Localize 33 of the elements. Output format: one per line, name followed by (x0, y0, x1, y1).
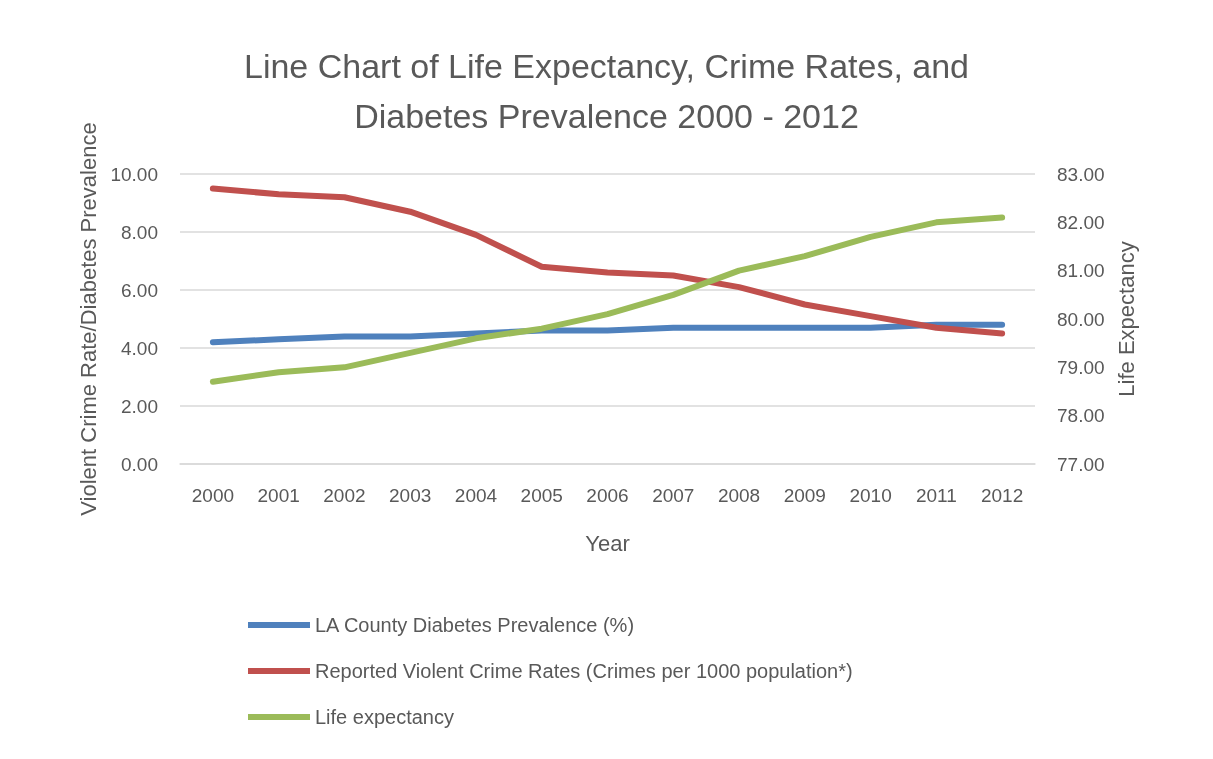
x-tick-label: 2009 (783, 485, 826, 506)
legend-label: LA County Diabetes Prevalence (%) (315, 614, 635, 636)
x-tick-label: 2002 (323, 485, 366, 506)
x-tick-label: 2001 (257, 485, 300, 506)
chart-title: Line Chart of Life Expectancy, Crime Rates, and Diabetes Prevalence 2000 - 2012 (243, 47, 970, 135)
y-tick-label: 0.00 (121, 453, 158, 475)
x-tick-label: 2005 (520, 485, 563, 506)
x-tick-label: 2012 (980, 485, 1024, 506)
y2-tick-label: 83.00 (1057, 163, 1105, 185)
y-tick-label: 10.00 (110, 163, 158, 185)
x-tick-label: 2007 (652, 485, 695, 506)
x-tick-label: 2008 (717, 485, 761, 506)
y-tick-label: 6.00 (121, 279, 158, 301)
y2-tick-label: 78.00 (1057, 405, 1105, 427)
x-tick-label: 2000 (191, 485, 235, 506)
y-tick-label: 2.00 (121, 395, 158, 417)
y2-axis-title: Life Expectancy (1113, 241, 1139, 397)
y2-tick-label: 81.00 (1057, 260, 1105, 282)
y2-tick-label: 80.00 (1057, 308, 1105, 330)
x-tick-label: 2011 (915, 485, 957, 506)
x-tick-label: 2010 (849, 485, 892, 506)
y-tick-label: 4.00 (121, 337, 158, 359)
y2-tick-label: 77.00 (1057, 453, 1105, 475)
y-tick-label: 8.00 (121, 221, 158, 243)
x-tick-label: 2004 (454, 485, 498, 506)
y-axis-title: Violent Crime Rate/Diabetes Prevalence (76, 122, 102, 516)
x-tick-label: 2006 (586, 485, 629, 506)
legend-label: Life expectancy (315, 706, 454, 728)
y2-tick-label: 79.00 (1057, 356, 1105, 378)
x-axis-title: Year (585, 530, 630, 556)
x-tick-label: 2003 (389, 485, 432, 506)
y2-tick-label: 82.00 (1057, 211, 1105, 233)
legend-label: Reported Violent Crime Rates (Crimes per 1000 population*) (315, 660, 853, 682)
